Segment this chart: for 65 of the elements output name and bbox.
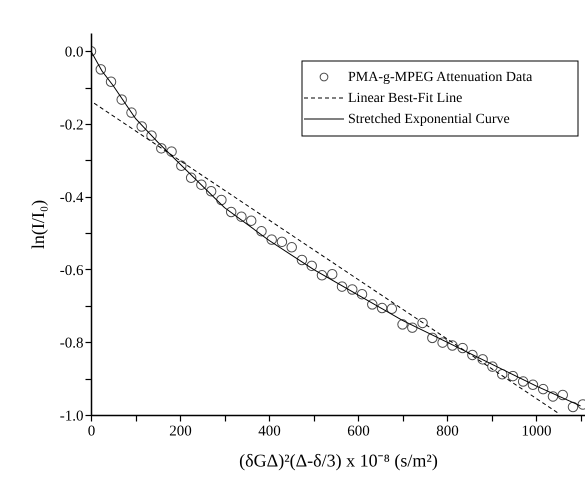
- point: [336, 281, 348, 292]
- y-tick-label: -0.6: [60, 262, 84, 279]
- point: [467, 350, 478, 360]
- point: [508, 370, 518, 382]
- y-axis-title: ln(I/I₀): [28, 200, 48, 250]
- point: [96, 64, 106, 75]
- point: [166, 146, 177, 157]
- point: [457, 342, 468, 354]
- x-tick-label: 200: [169, 424, 192, 440]
- legend-label: Linear Best-Fit Line: [348, 91, 462, 106]
- y-tick-label: -0.4: [60, 190, 84, 206]
- point: [386, 304, 398, 314]
- x-tick-label: 400: [258, 424, 281, 440]
- point: [136, 121, 147, 132]
- point: [226, 206, 236, 218]
- point: [186, 172, 196, 184]
- point: [236, 211, 247, 222]
- point: [206, 186, 216, 196]
- point: [496, 369, 508, 380]
- point: [126, 107, 137, 118]
- point: [538, 384, 548, 394]
- point: [437, 337, 448, 348]
- point: [156, 143, 167, 154]
- point: [518, 376, 528, 387]
- point: [528, 380, 538, 390]
- point: [407, 322, 418, 333]
- y-tick-label: -0.2: [60, 117, 84, 134]
- point: [286, 242, 297, 253]
- point: [427, 332, 438, 344]
- point: [447, 340, 458, 351]
- point: [266, 234, 277, 245]
- point: [548, 391, 558, 402]
- point: [196, 179, 207, 190]
- y-tick-label: 0.0: [64, 44, 84, 61]
- point: [116, 94, 127, 105]
- point: [306, 260, 317, 272]
- point: [326, 268, 338, 280]
- x-tick-label: 1000: [522, 424, 552, 440]
- point: [316, 270, 328, 281]
- legend-label: PMA-g-MPEG Attenuation Data: [348, 70, 534, 85]
- point: [417, 318, 428, 328]
- x-tick-label: 800: [436, 424, 459, 440]
- point: [487, 361, 498, 372]
- point: [176, 160, 187, 172]
- point: [477, 354, 488, 365]
- point: [347, 284, 358, 295]
- point: [146, 130, 157, 141]
- y-tick-label: -0.8: [60, 336, 84, 352]
- point: [296, 254, 308, 266]
- point: [558, 390, 568, 400]
- x-tick-label: 0: [88, 424, 96, 440]
- x-axis-title: (δGΔ)²(Δ-δ/3) x 10⁻⁸ (s/m²): [239, 450, 438, 470]
- legend-label: Stretched Exponential Curve: [348, 112, 510, 127]
- point: [356, 288, 368, 300]
- y-tick-label: -1.0: [60, 408, 84, 424]
- point: [246, 215, 256, 226]
- point: [276, 236, 288, 248]
- point: [376, 302, 388, 314]
- point: [568, 402, 578, 412]
- point: [397, 319, 408, 330]
- x-tick-label: 600: [347, 424, 370, 440]
- point: [256, 226, 267, 237]
- point: [367, 299, 378, 310]
- point: [106, 76, 116, 87]
- point: [216, 194, 227, 206]
